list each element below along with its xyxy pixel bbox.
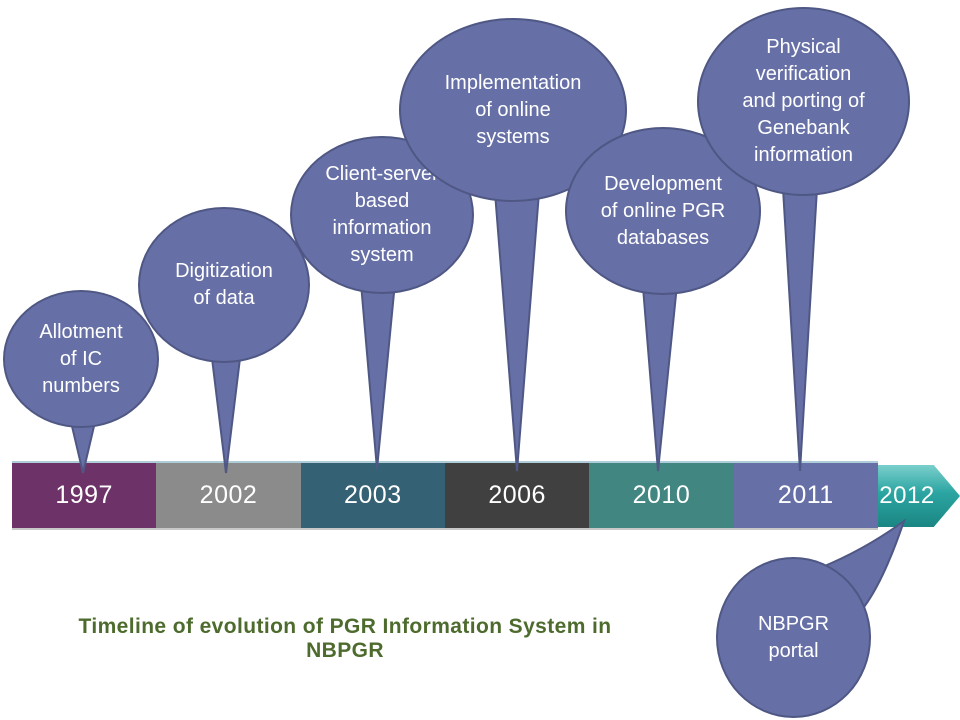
milestone-balloon-2006: Implementation of online systems [399,18,627,202]
year-label-2011: 2011 [777,481,834,509]
milestone-label-2010: Development of online PGR databases [600,172,726,249]
timeline-segment-2003: 2003 [300,463,445,528]
year-label-2010: 2010 [632,481,691,509]
year-label-2003: 2003 [344,481,402,509]
year-label-2006: 2006 [488,481,546,509]
milestone-label-1997: Allotment of IC numbers [39,320,123,397]
milestone-balloon-2012: NBPGR portal [716,557,871,718]
year-label-1997: 1997 [55,481,113,509]
timeline-segment-2006: 2006 [444,463,590,528]
year-label-2012: 2012 [879,482,935,509]
milestone-label-2006: Implementation of online systems [444,71,582,148]
balloon-tail-2003 [358,271,398,470]
timeline-bar: 1997 2002 2003 2006 2010 2011 [12,461,878,530]
timeline-segment-2011: 2011 [733,463,878,528]
timeline-segment-1997: 1997 [12,463,157,528]
balloon-tail-2011 [780,171,820,472]
milestone-balloon-1997: Allotment of IC numbers [3,290,159,428]
milestone-balloon-2011: Physical verification and porting of Gen… [697,7,910,196]
milestone-label-2002: Digitization of data [175,260,273,309]
balloon-tail-2006 [492,179,542,472]
milestone-balloon-2002: Digitization of data [138,207,310,363]
milestone-label-2003: Client-server based information system [325,163,439,266]
milestone-label-2011: Physical verification and porting of Gen… [742,36,865,166]
balloon-tail-2010 [640,274,680,472]
timeline-segment-2010: 2010 [589,463,734,528]
timeline-segment-2002: 2002 [156,463,301,528]
year-label-2002: 2002 [199,481,258,509]
milestone-label-2012: NBPGR portal [757,612,830,662]
slide-caption: Timeline of evolution of PGR Information… [78,615,612,662]
